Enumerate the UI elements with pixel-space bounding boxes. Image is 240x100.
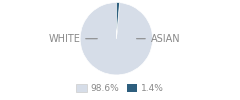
Legend: 98.6%, 1.4%: 98.6%, 1.4% [72, 80, 168, 97]
Text: ASIAN: ASIAN [137, 34, 180, 44]
Wedge shape [80, 2, 153, 75]
Wedge shape [116, 2, 120, 39]
Text: WHITE: WHITE [48, 34, 97, 44]
